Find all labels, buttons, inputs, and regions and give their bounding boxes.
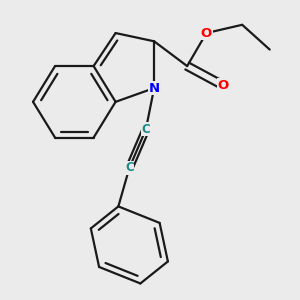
Text: O: O: [217, 79, 229, 92]
Text: C: C: [142, 123, 150, 136]
Text: O: O: [201, 26, 212, 40]
Text: C: C: [125, 161, 134, 174]
Text: N: N: [148, 82, 160, 94]
